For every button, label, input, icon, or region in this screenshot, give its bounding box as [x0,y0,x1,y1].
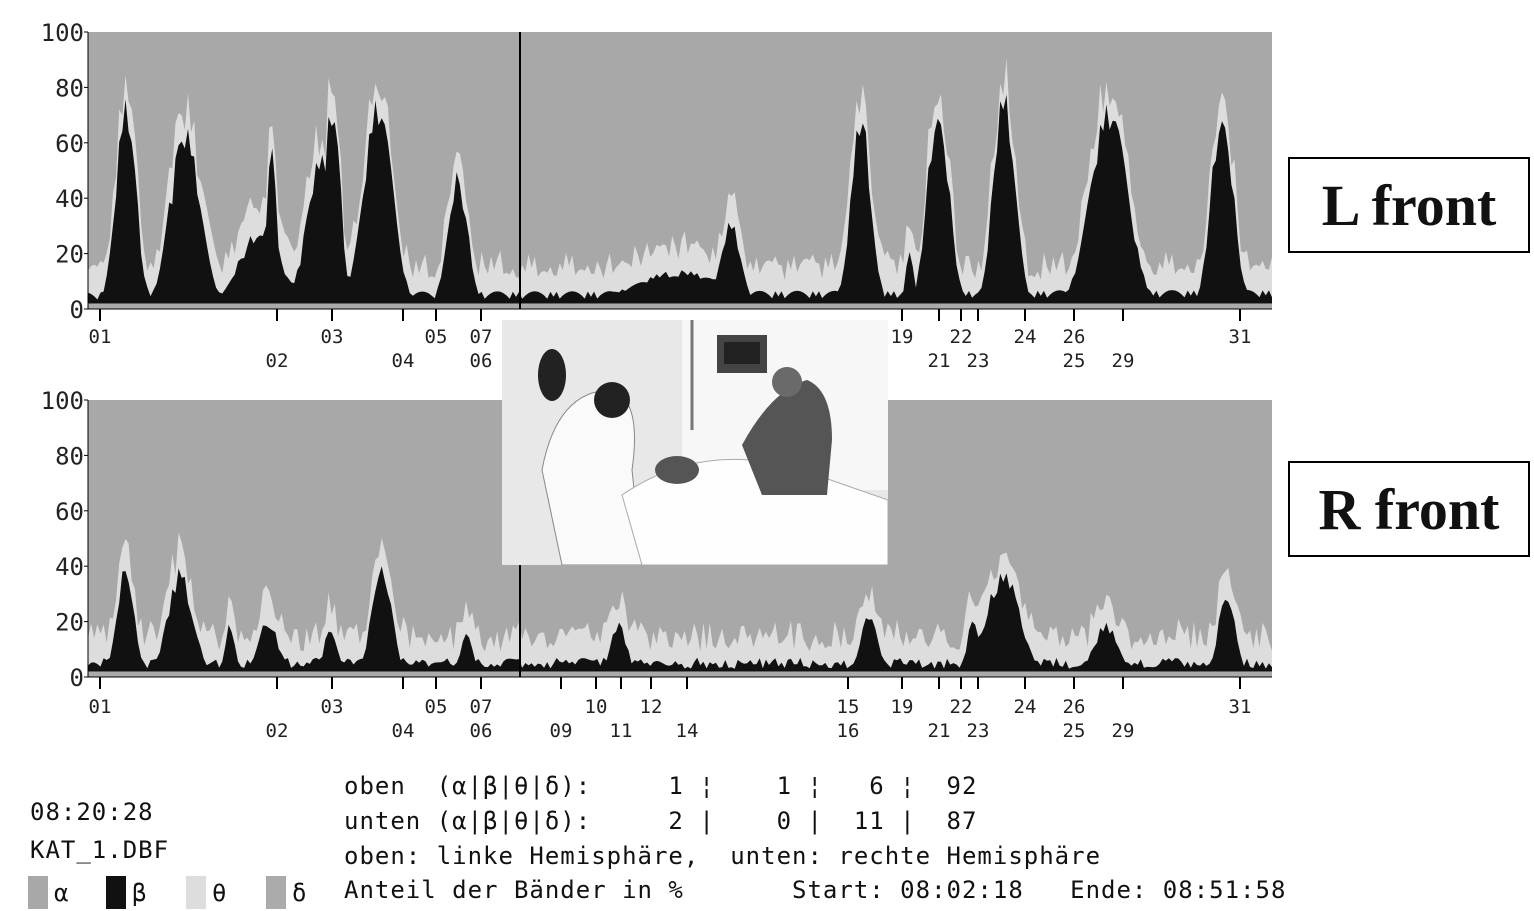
legend-alpha: α [28,876,68,909]
lower-band-values: unten (α|β|θ|δ): 2 | 0 | 11 | 87 [344,807,978,835]
y-tick-label: 100 [41,19,84,47]
event-marker-label: 31 [1229,326,1252,348]
event-marker-label: 10 [585,696,608,718]
y-tick-label: 60 [55,130,84,158]
right-frontal-label: R front [1288,461,1530,557]
event-marker-label: 04 [392,350,415,372]
event-marker-label: 01 [89,696,112,718]
event-marker-label: 21 [928,720,951,742]
y-tick-label: 60 [55,498,84,526]
event-marker-label: 14 [676,720,699,742]
beta-series-area [88,94,1272,309]
delta-series-strip [88,303,1272,309]
event-marker-label: 23 [967,720,990,742]
event-marker-label: 26 [1063,326,1086,348]
event-marker-label: 21 [928,350,951,372]
y-tick-label: 20 [55,241,84,269]
event-marker-label: 29 [1112,350,1135,372]
event-marker-label: 09 [550,720,573,742]
event-marker-label: 05 [425,696,448,718]
event-marker-label: 11 [610,720,633,742]
event-marker-label: 31 [1229,696,1252,718]
legend-symbol-delta: δ [292,878,307,907]
event-marker-label: 15 [837,696,860,718]
event-marker-label: 02 [266,350,289,372]
event-marker-label: 02 [266,720,289,742]
event-marker-label: 05 [425,326,448,348]
legend-swatch-beta [106,876,126,909]
event-marker-label: 07 [470,696,493,718]
event-marker-label: 22 [950,326,973,348]
event-marker-label: 25 [1063,720,1086,742]
current-time: 08:20:28 [30,798,154,826]
legend-symbol-beta: β [132,878,147,907]
legend-beta: β [106,876,146,909]
upper-band-values: oben (α|β|θ|δ): 1 ¦ 1 ¦ 6 ¦ 92 [344,772,978,800]
event-marker-label: 26 [1063,696,1086,718]
event-marker-label: 29 [1112,720,1135,742]
patient-care-photo [502,320,888,565]
y-tick-label: 40 [55,553,84,581]
y-tick-label: 100 [41,387,84,415]
event-marker-label: 22 [950,696,973,718]
legend-theta: θ [186,876,226,909]
y-tick-label: 0 [70,296,84,324]
delta-series-strip [88,671,1272,677]
event-marker-label: 07 [470,326,493,348]
event-marker-label: 19 [891,326,914,348]
event-marker-label: 01 [89,326,112,348]
event-marker-label: 16 [837,720,860,742]
y-tick-label: 0 [70,664,84,692]
event-marker-label: 25 [1063,350,1086,372]
y-tick-label: 80 [55,442,84,470]
legend-symbol-theta: θ [212,878,227,907]
legend-symbol-alpha: α [54,878,69,907]
legend-delta: δ [266,876,306,909]
event-marker-label: 03 [321,696,344,718]
event-marker-label: 19 [891,696,914,718]
event-marker-label: 12 [640,696,663,718]
left-frontal-label: L front [1288,157,1530,253]
file-name: KAT_1.DBF [30,836,170,864]
legend-swatch-alpha [28,876,48,909]
legend-swatch-theta [186,876,206,909]
event-marker-label: 24 [1014,696,1037,718]
event-marker-label: 24 [1014,326,1037,348]
event-marker-label: 06 [470,720,493,742]
band-share-and-times: Anteil der Bänder in % Start: 08:02:18 E… [344,876,1287,904]
y-tick-label: 80 [55,74,84,102]
event-marker-label: 23 [967,350,990,372]
hemisphere-note: oben: linke Hemisphäre, unten: rechte He… [344,842,1102,870]
beta-series-area [88,566,1272,677]
y-tick-label: 40 [55,185,84,213]
event-marker-label: 03 [321,326,344,348]
event-marker-label: 06 [470,350,493,372]
event-marker-label: 04 [392,720,415,742]
y-tick-label: 20 [55,609,84,637]
legend-swatch-delta [266,876,286,909]
